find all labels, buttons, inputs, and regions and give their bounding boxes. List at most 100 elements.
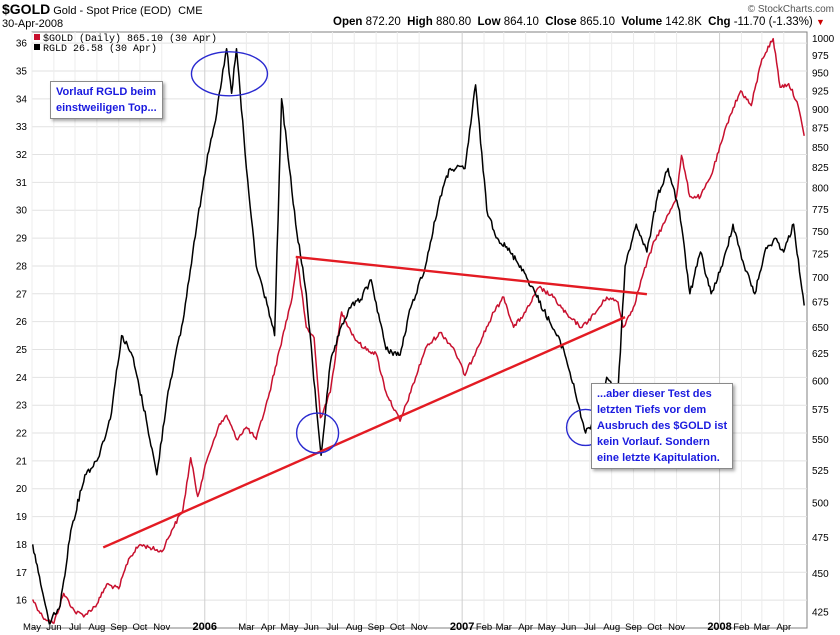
ticker-title: $GOLD Gold - Spot Price (EOD) CME bbox=[2, 1, 203, 17]
right-tick-label: 1000 bbox=[812, 34, 835, 45]
right-annotation: ...aber dieser Test des letzten Tiefs vo… bbox=[591, 383, 734, 469]
ticker-description: Gold - Spot Price (EOD) bbox=[53, 5, 172, 17]
chart-date: 30-Apr-2008 bbox=[2, 18, 64, 30]
x-tick-label: Apr bbox=[261, 622, 276, 633]
right-annotation-line: kein Vorlauf. Sondern bbox=[597, 436, 710, 448]
right-tick-label: 900 bbox=[812, 105, 829, 116]
right-tick-label: 700 bbox=[812, 273, 829, 284]
left-tick-label: 19 bbox=[16, 512, 28, 523]
x-tick-label: Nov bbox=[668, 622, 685, 633]
trendline bbox=[102, 316, 626, 549]
x-tick-label: Feb bbox=[733, 622, 749, 633]
x-tick-label: Nov bbox=[411, 622, 428, 633]
chg-label: Chg bbox=[708, 16, 731, 28]
left-tick-label: 26 bbox=[16, 317, 28, 328]
right-tick-label: 475 bbox=[812, 533, 829, 544]
trendline bbox=[295, 255, 648, 296]
left-tick-label: 27 bbox=[16, 289, 28, 300]
x-tick-label: May bbox=[23, 622, 41, 633]
exchange-label: CME bbox=[178, 5, 203, 17]
x-tick-label: Mar bbox=[754, 622, 770, 633]
x-tick-label: Aug bbox=[346, 622, 363, 633]
open-value: 872.20 bbox=[365, 16, 401, 28]
x-tick-label: Jul bbox=[326, 622, 338, 633]
right-tick-label: 950 bbox=[812, 69, 829, 80]
legend-swatch-rgld bbox=[34, 44, 40, 50]
left-tick-label: 16 bbox=[16, 596, 28, 607]
right-tick-label: 925 bbox=[812, 86, 829, 97]
left-tick-label: 20 bbox=[16, 484, 28, 495]
x-tick-label: Oct bbox=[390, 622, 405, 633]
left-tick-label: 28 bbox=[16, 261, 28, 272]
right-tick-label: 500 bbox=[812, 499, 829, 510]
left-axis: 16 17 18 19 20 21 22 23 24 25 26 27 28 29 30 31 32 33 34 35… bbox=[16, 39, 28, 607]
x-tick-label: Sep bbox=[625, 622, 642, 633]
x-tick-label: Aug bbox=[603, 622, 620, 633]
x-tick-label: May bbox=[280, 622, 298, 633]
right-tick-label: 600 bbox=[812, 376, 829, 387]
right-tick-label: 800 bbox=[812, 184, 829, 195]
right-annotation-line: letzten Tiefs vor dem bbox=[597, 404, 707, 416]
open-label: Open bbox=[333, 16, 363, 28]
right-tick-label: 575 bbox=[812, 405, 829, 416]
low-value: 864.10 bbox=[503, 16, 539, 28]
right-tick-label: 450 bbox=[812, 569, 829, 580]
right-annotation-line: Ausbruch des $GOLD ist bbox=[597, 420, 728, 432]
chg-value: -11.70 (-1.33%) bbox=[733, 16, 813, 28]
x-tick-label: May bbox=[538, 622, 556, 633]
left-annotation: Vorlauf RGLD beim einstweiligen Top... bbox=[50, 81, 163, 119]
right-tick-label: 425 bbox=[812, 608, 829, 619]
overlay-layer bbox=[102, 51, 648, 549]
x-tick-label: Oct bbox=[133, 622, 148, 633]
right-tick-label: 975 bbox=[812, 51, 829, 62]
high-label: High bbox=[407, 16, 433, 28]
x-tick-label: Nov bbox=[153, 622, 170, 633]
x-tick-label: Sep bbox=[368, 622, 385, 633]
ticker-symbol: $GOLD bbox=[2, 1, 51, 17]
left-tick-label: 17 bbox=[16, 568, 28, 579]
highlight-circle bbox=[190, 51, 269, 97]
x-tick-label: Jun bbox=[46, 622, 61, 633]
x-tick-label: Jul bbox=[584, 622, 596, 633]
close-value: 865.10 bbox=[579, 16, 616, 28]
left-tick-label: 23 bbox=[16, 401, 28, 412]
left-tick-label: 33 bbox=[16, 122, 28, 133]
left-tick-label: 18 bbox=[16, 540, 28, 551]
x-tick-label: Aug bbox=[88, 622, 105, 633]
x-tick-label: Jun bbox=[561, 622, 576, 633]
left-tick-label: 29 bbox=[16, 234, 28, 245]
left-tick-label: 34 bbox=[16, 94, 28, 105]
left-tick-label: 25 bbox=[16, 345, 28, 356]
series-line-gold bbox=[32, 37, 805, 624]
volume-value: 142.8K bbox=[665, 16, 702, 28]
x-tick-label: 2006 bbox=[193, 621, 217, 633]
left-tick-label: 22 bbox=[16, 429, 28, 440]
x-tick-label: Feb bbox=[476, 622, 492, 633]
right-axis: 425 450 475 500 525 550 575 600 625 650 675 700 725 7… bbox=[812, 34, 835, 618]
right-tick-label: 675 bbox=[812, 298, 829, 309]
low-label: Low bbox=[477, 16, 501, 28]
x-tick-label: Jul bbox=[69, 622, 81, 633]
close-label: Close bbox=[545, 16, 577, 28]
right-tick-label: 850 bbox=[812, 143, 829, 154]
right-annotation-line: ...aber dieser Test des bbox=[597, 388, 712, 400]
right-tick-label: 775 bbox=[812, 205, 829, 216]
left-tick-label: 21 bbox=[16, 456, 28, 467]
x-tick-label: Apr bbox=[776, 622, 791, 633]
left-tick-label: 31 bbox=[16, 178, 28, 189]
x-axis: May Jun Jul Aug Sep Oct Nov 2006 Mar Apr May Jun Jul… bbox=[23, 621, 791, 633]
right-tick-label: 875 bbox=[812, 124, 829, 135]
legend: $GOLD (Daily) 865.10 (30 Apr) RGLD 26.58… bbox=[34, 33, 217, 55]
right-tick-label: 550 bbox=[812, 435, 829, 446]
right-tick-label: 825 bbox=[812, 163, 829, 174]
x-tick-label: 2008 bbox=[707, 621, 731, 633]
volume-label: Volume bbox=[621, 16, 663, 28]
left-annotation-line: Vorlauf RGLD beim bbox=[56, 86, 157, 98]
highlight-circle bbox=[295, 412, 340, 454]
x-tick-label: Sep bbox=[110, 622, 127, 633]
series-line-rgld bbox=[31, 47, 805, 625]
right-tick-label: 725 bbox=[812, 250, 829, 261]
left-annotation-line: einstweiligen Top... bbox=[56, 102, 157, 114]
x-tick-label: Mar bbox=[238, 622, 254, 633]
